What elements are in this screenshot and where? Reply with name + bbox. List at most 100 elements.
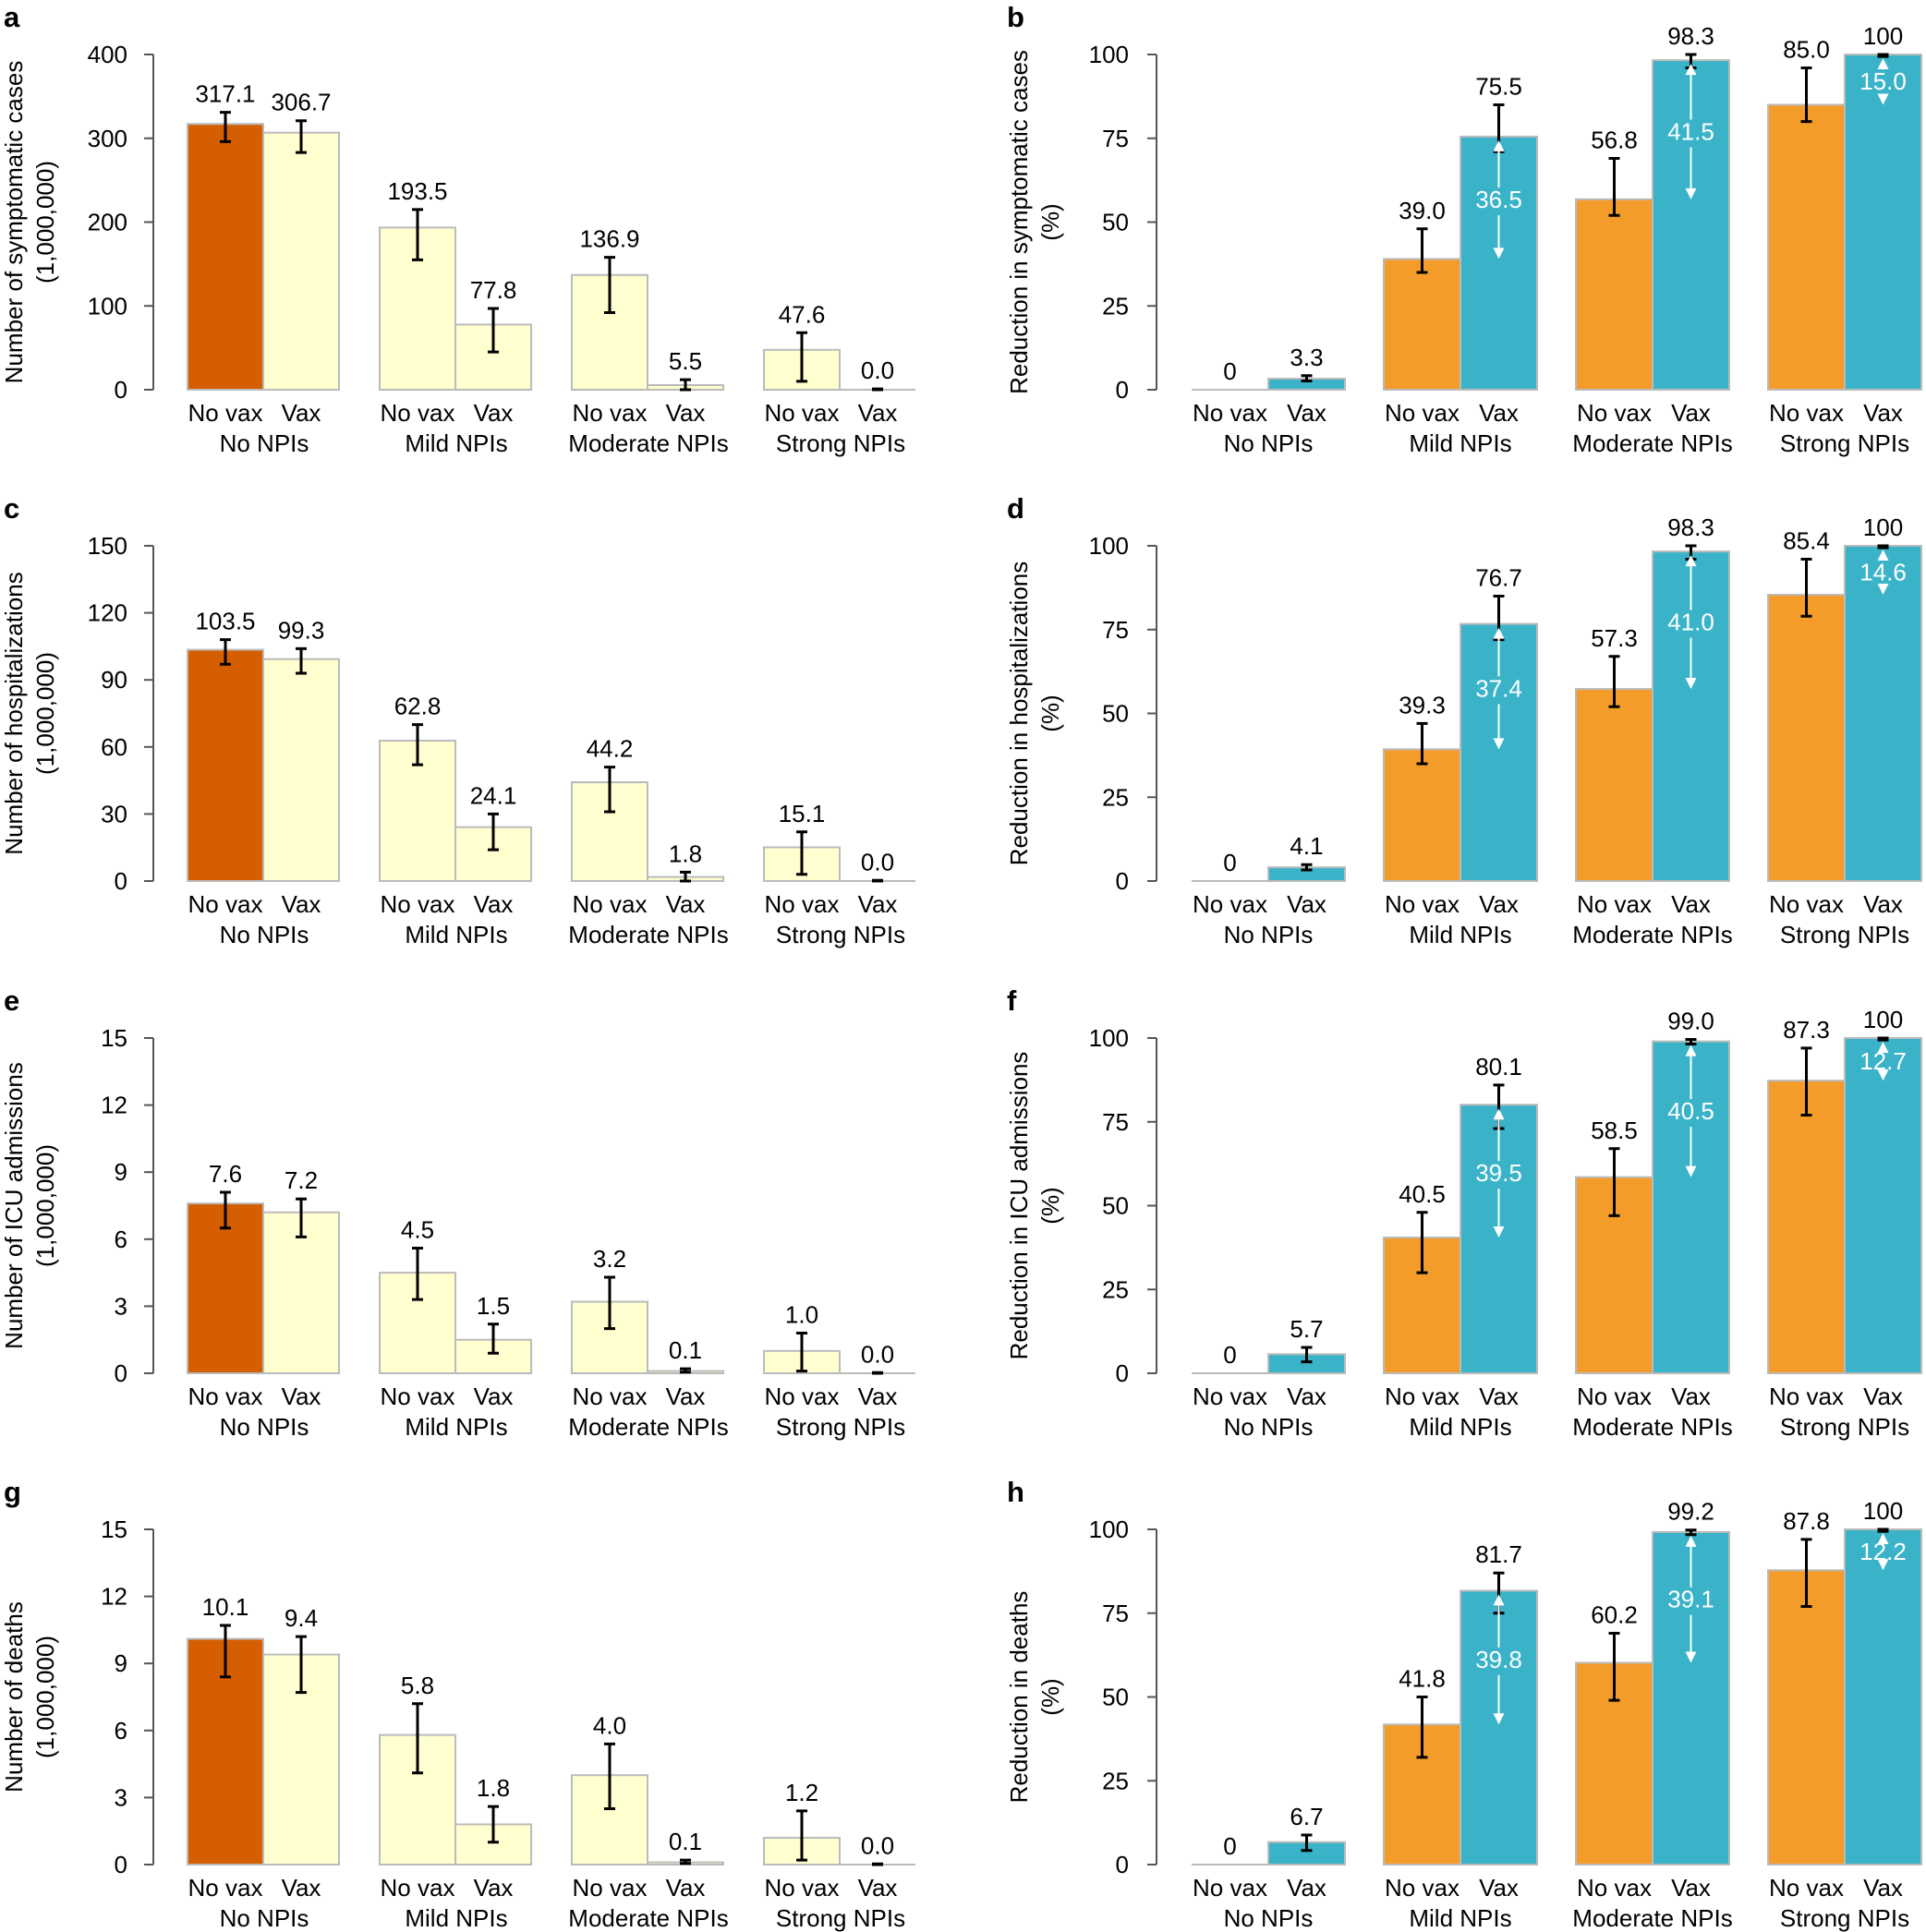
category-label: Vax — [858, 890, 898, 918]
data-label: 87.8 — [1783, 1507, 1830, 1535]
y-tick-label: 15 — [101, 1515, 127, 1543]
data-label: 100 — [1863, 22, 1903, 50]
arrow-head-down-icon — [1877, 1069, 1889, 1081]
error-bar — [1301, 1833, 1313, 1853]
category-label: Vax — [1863, 890, 1903, 918]
y-tick-label: 75 — [1102, 1108, 1129, 1136]
category-label: Vax — [1287, 1874, 1326, 1902]
bar — [1767, 1080, 1846, 1374]
group-label: No NPIs — [1224, 921, 1314, 948]
y-tick-label: 25 — [1102, 292, 1129, 320]
y-tick-label: 15 — [101, 1024, 127, 1052]
category-label: Vax — [666, 399, 706, 427]
error-bar — [488, 307, 499, 354]
data-label: 98.3 — [1667, 513, 1714, 541]
category-label: No vax — [765, 890, 840, 918]
data-label: 0 — [1223, 1341, 1236, 1369]
data-label: 0.1 — [669, 1828, 702, 1855]
category-label: No vax — [1385, 399, 1460, 427]
category-label: Vax — [282, 1874, 321, 1902]
y-tick-label: 25 — [1102, 783, 1129, 811]
bar — [1844, 545, 1922, 882]
group-label: Strong NPIs — [776, 429, 905, 457]
category-label: Vax — [1479, 399, 1519, 427]
y-axis-label: Reduction in symptomatic cases — [1005, 50, 1033, 394]
group-label: Mild NPIs — [405, 1413, 507, 1441]
bar — [1383, 748, 1461, 882]
category-label: Vax — [474, 399, 514, 427]
category-label: Vax — [1863, 1383, 1903, 1410]
y-tick-label: 6 — [115, 1717, 127, 1745]
y-tick-label: 0 — [115, 1359, 127, 1387]
data-label: 0 — [1223, 357, 1236, 385]
data-label: 7.2 — [285, 1166, 318, 1194]
error-bar — [1416, 227, 1428, 274]
data-label: 85.0 — [1783, 36, 1830, 64]
category-label: No vax — [188, 1874, 263, 1902]
category-label: No vax — [381, 1383, 455, 1410]
y-axis-label: Number of hospitalizations — [0, 572, 28, 854]
error-bar — [412, 723, 423, 767]
panel-letter: e — [4, 984, 19, 1017]
data-label: 100 — [1863, 1497, 1903, 1525]
data-label: 87.3 — [1783, 1016, 1830, 1044]
data-label: 0.0 — [861, 356, 894, 384]
y-tick-label: 120 — [88, 599, 127, 627]
category-label: Vax — [474, 1874, 514, 1902]
difference-label: 41.0 — [1667, 609, 1714, 636]
category-label: No vax — [1577, 1383, 1652, 1410]
y-tick-label: 75 — [1102, 616, 1129, 644]
group-label: No NPIs — [1224, 429, 1314, 457]
bar — [1844, 54, 1922, 391]
data-label: 6.7 — [1290, 1803, 1323, 1830]
error-bar — [872, 1371, 883, 1375]
chart-panel-c: c Number of hospitalizations (1,000,000) 0 3… — [0, 492, 915, 948]
data-label: 57.3 — [1591, 624, 1638, 652]
y-tick-label: 50 — [1102, 700, 1129, 728]
bar — [1767, 593, 1846, 882]
y-axis-unit-label: (%) — [1036, 1187, 1064, 1224]
arrow-head-up-icon — [1493, 139, 1505, 151]
panel-letter: a — [4, 1, 20, 33]
bar — [1383, 258, 1461, 391]
data-label: 193.5 — [387, 177, 447, 205]
error-bar — [412, 208, 423, 261]
category-label: Vax — [282, 399, 321, 427]
error-bar — [412, 1702, 423, 1775]
error-bar — [220, 638, 231, 666]
y-tick-label: 50 — [1102, 1192, 1129, 1220]
error-bar — [1608, 157, 1620, 217]
y-axis-unit-label: (%) — [1036, 1678, 1064, 1715]
y-axis-label: Reduction in ICU admissions — [1005, 1052, 1033, 1360]
y-tick-label: 300 — [88, 125, 127, 152]
error-bar — [680, 378, 691, 392]
y-tick-label: 50 — [1102, 209, 1129, 236]
arrow-head-up-icon — [1877, 58, 1889, 69]
data-label: 306.7 — [271, 89, 331, 116]
error-bar — [1800, 1046, 1812, 1117]
data-label: 39.3 — [1399, 691, 1446, 718]
category-label: No vax — [765, 399, 840, 427]
category-label: Vax — [666, 890, 706, 918]
y-tick-label: 9 — [115, 1158, 127, 1186]
category-label: No vax — [1385, 1874, 1460, 1902]
error-bar — [872, 878, 883, 883]
y-tick-label: 6 — [115, 1226, 127, 1253]
data-label: 0 — [1223, 849, 1236, 876]
error-bar — [296, 1197, 307, 1238]
error-bar — [1301, 863, 1313, 872]
arrow-head-down-icon — [1685, 1165, 1697, 1177]
error-bar — [1416, 1211, 1428, 1274]
error-bar — [1685, 1037, 1697, 1046]
category-label: Vax — [1671, 1383, 1711, 1410]
category-label: Vax — [1479, 1383, 1519, 1410]
category-label: Vax — [1287, 399, 1326, 427]
error-bar — [796, 830, 807, 876]
y-axis-unit-label: (%) — [1036, 203, 1064, 240]
chart-panel-b: b Reduction in symptomatic cases (%) 0 25 50 7… — [1005, 1, 1922, 457]
group-label: Moderate NPIs — [568, 921, 728, 948]
data-label: 3.3 — [1290, 344, 1323, 371]
group-label: Moderate NPIs — [1572, 429, 1732, 457]
error-bar — [604, 256, 615, 315]
category-label: Vax — [1287, 890, 1326, 918]
